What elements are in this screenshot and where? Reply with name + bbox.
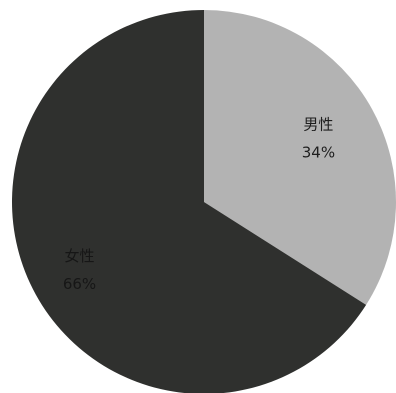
pie-slice [12, 10, 367, 393]
slice-value-label: 66% [63, 275, 96, 293]
slice-label: 女性 [64, 247, 94, 265]
pie-slice [204, 10, 396, 305]
slice-label: 男性 [303, 116, 333, 134]
slice-value-label: 34% [302, 144, 335, 162]
